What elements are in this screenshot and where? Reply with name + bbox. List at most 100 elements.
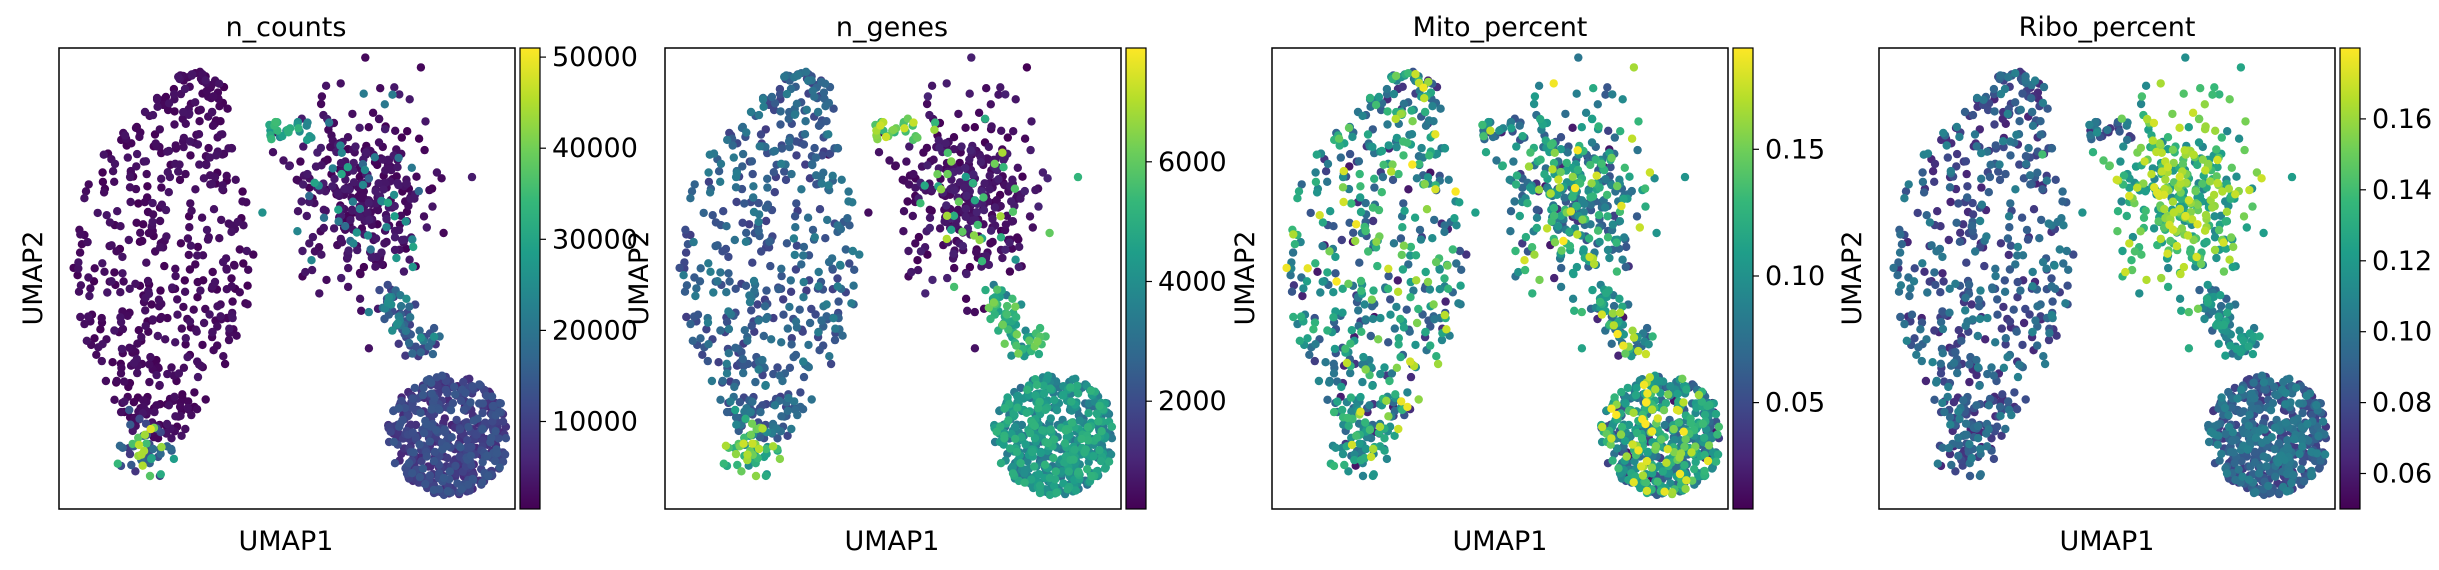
cell-point xyxy=(341,222,350,231)
cell-point xyxy=(364,307,373,317)
cell-point xyxy=(1336,153,1346,162)
cell-point xyxy=(990,159,999,168)
cell-point xyxy=(1430,315,1439,324)
cell-point xyxy=(447,433,456,442)
cell-point xyxy=(732,197,741,207)
cell-point xyxy=(1634,117,1643,126)
cell-point xyxy=(1428,102,1437,111)
cell-point xyxy=(146,352,155,362)
cell-point xyxy=(336,234,345,244)
cell-point xyxy=(998,148,1007,157)
cell-point xyxy=(1486,126,1495,135)
cell-point xyxy=(356,269,365,279)
cell-point xyxy=(157,312,166,322)
cell-point xyxy=(298,180,308,189)
cell-point xyxy=(1595,237,1604,247)
cell-point xyxy=(765,237,774,246)
cell-point xyxy=(384,293,394,302)
cell-point xyxy=(1694,390,1704,400)
cell-point xyxy=(1610,133,1620,142)
cell-point xyxy=(432,426,441,435)
cell-point xyxy=(1523,199,1532,208)
cell-point xyxy=(376,84,385,93)
cell-point xyxy=(382,214,391,224)
cell-point xyxy=(719,459,728,468)
cell-point xyxy=(421,479,430,489)
cell-point xyxy=(1398,82,1407,92)
cell-point xyxy=(1369,470,1379,479)
cell-point xyxy=(351,142,360,151)
cell-point xyxy=(313,148,322,157)
cell-point xyxy=(1456,281,1465,290)
x-axis-label: UMAP1 xyxy=(239,526,334,557)
cell-point xyxy=(279,156,288,165)
cell-point xyxy=(1420,94,1429,103)
cell-point xyxy=(769,105,779,115)
cell-point xyxy=(881,132,891,142)
cell-point xyxy=(1326,207,1335,216)
cell-point xyxy=(439,228,448,238)
cell-point xyxy=(383,280,392,290)
cell-point xyxy=(1095,446,1104,455)
cell-point xyxy=(105,218,115,227)
panel-n-genes: n_genes UMAP1 UMAP2 2000 4000 6000 xyxy=(624,12,1227,557)
cell-point xyxy=(1660,420,1670,430)
cell-point xyxy=(718,376,727,386)
cell-point xyxy=(364,123,373,132)
cell-point xyxy=(328,164,337,173)
cell-point xyxy=(841,245,850,254)
cell-point xyxy=(1428,234,1437,243)
cell-point xyxy=(142,258,151,267)
cell-point xyxy=(1338,308,1347,317)
cell-point xyxy=(179,302,188,312)
cell-point xyxy=(792,151,801,160)
cell-point xyxy=(1385,376,1394,386)
cell-point xyxy=(1033,337,1042,346)
cell-point xyxy=(1643,389,1652,398)
cell-point xyxy=(381,166,390,175)
cell-point xyxy=(1625,172,1634,181)
cell-point xyxy=(98,259,107,268)
cell-point xyxy=(1095,401,1104,411)
cell-point xyxy=(864,208,873,217)
cell-point xyxy=(1077,434,1086,444)
cell-point xyxy=(962,269,971,279)
cell-point xyxy=(829,314,838,323)
cell-point xyxy=(696,334,705,343)
cell-point xyxy=(1323,268,1332,277)
cell-point xyxy=(1425,151,1434,160)
cell-point xyxy=(405,255,414,264)
cell-point xyxy=(1441,297,1450,306)
cell-point xyxy=(1288,248,1298,257)
cell-point xyxy=(1641,398,1651,407)
cell-point xyxy=(238,187,247,196)
cell-point xyxy=(371,187,380,196)
cell-point xyxy=(814,121,824,130)
cell-point xyxy=(827,254,837,263)
cell-point xyxy=(131,123,141,133)
cell-point xyxy=(900,124,909,133)
cell-point xyxy=(1651,385,1660,394)
cell-point xyxy=(777,338,786,347)
cell-point xyxy=(307,256,316,265)
cell-point xyxy=(1356,276,1366,286)
cell-point xyxy=(100,267,109,276)
cell-point xyxy=(1043,438,1053,448)
cell-point xyxy=(1527,243,1537,252)
cell-point xyxy=(782,89,792,99)
cell-point xyxy=(321,81,331,91)
cell-point xyxy=(2018,340,2027,350)
cell-point xyxy=(1435,285,1445,294)
cell-point xyxy=(414,134,424,143)
cell-point xyxy=(761,216,771,226)
cell-point xyxy=(1399,241,1409,250)
cell-point xyxy=(1586,193,1595,202)
colorbar-tick-label: 0.10 xyxy=(1765,261,1825,292)
cell-point xyxy=(1363,130,1373,139)
cell-point xyxy=(746,430,756,439)
cell-point xyxy=(1550,148,1560,157)
cell-point xyxy=(181,334,190,343)
cell-point xyxy=(703,356,712,366)
cell-point xyxy=(448,399,458,408)
cell-point xyxy=(227,227,236,237)
